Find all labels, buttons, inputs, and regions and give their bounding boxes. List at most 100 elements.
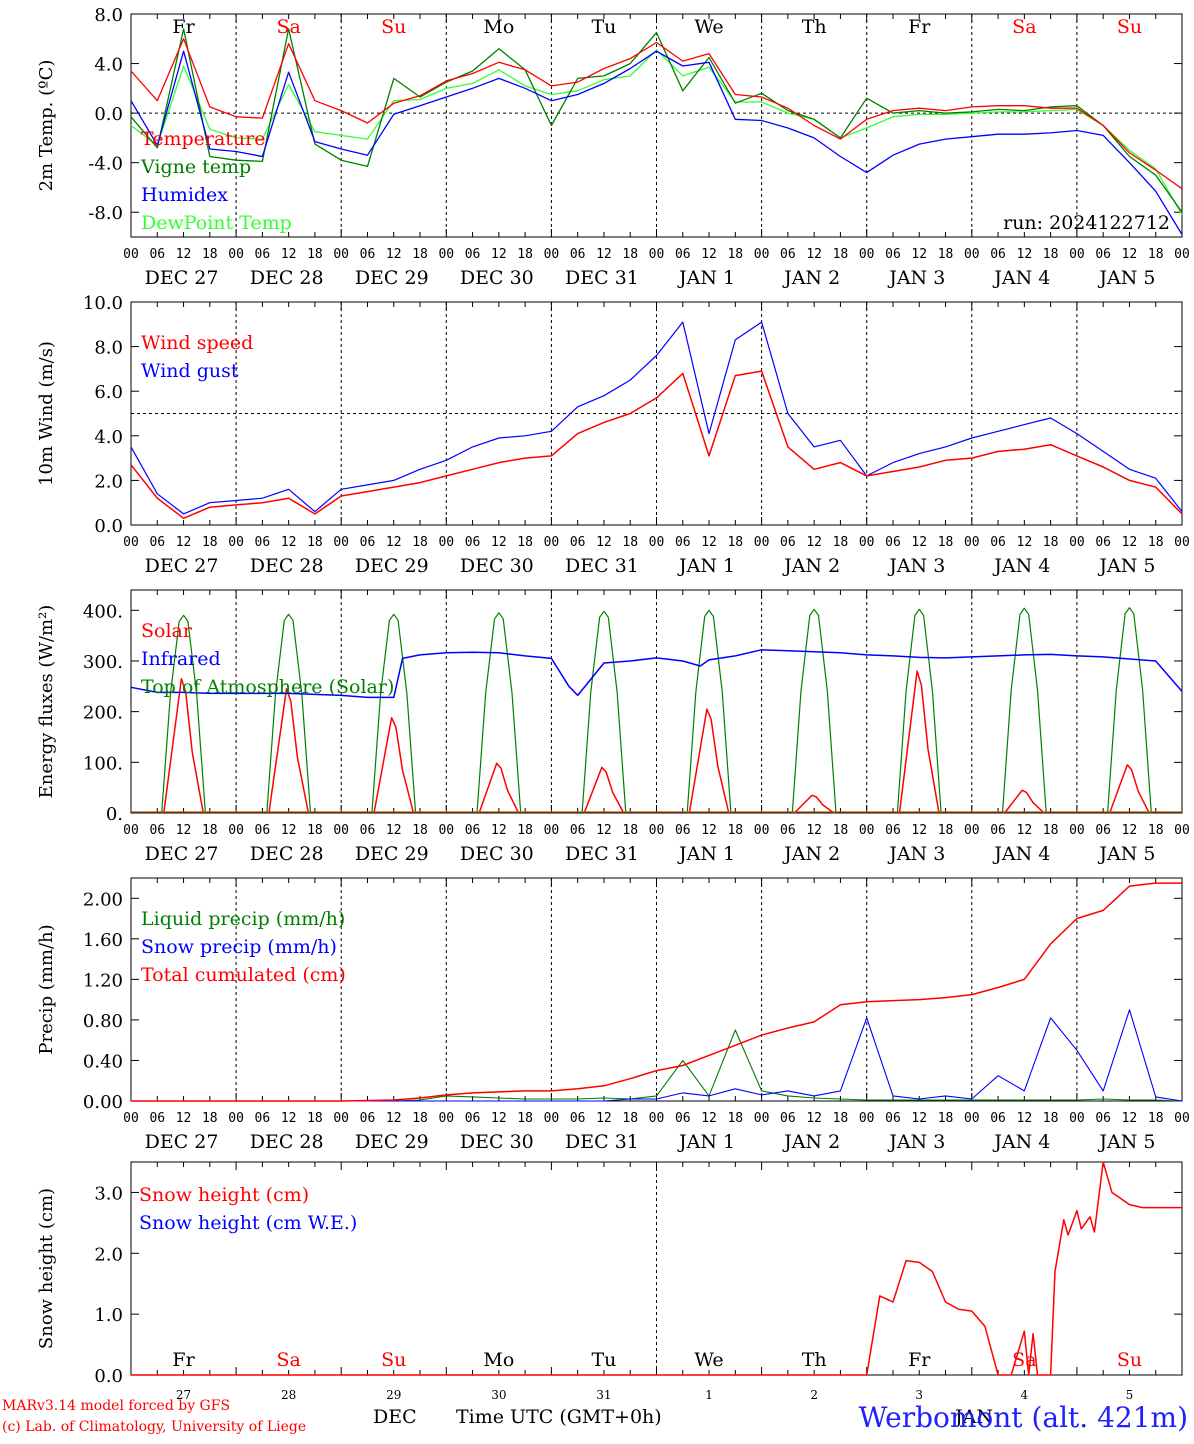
hour-tick-label: 06 bbox=[885, 823, 901, 838]
hour-tick-label: 12 bbox=[386, 247, 402, 262]
hour-tick-label: 06 bbox=[570, 823, 586, 838]
hour-tick-label: 00 bbox=[1174, 247, 1190, 262]
date-label: JAN 1 bbox=[677, 843, 735, 865]
y-tick-label: 2.0 bbox=[94, 471, 123, 492]
hour-tick-label: 12 bbox=[281, 535, 297, 550]
y-tick-label: 0.80 bbox=[83, 1011, 123, 1032]
hour-tick-label: 18 bbox=[622, 823, 638, 838]
hour-tick-label: 18 bbox=[1148, 247, 1164, 262]
hour-tick-label: 00 bbox=[964, 823, 980, 838]
date-label: DEC 31 bbox=[565, 1131, 639, 1153]
hour-tick-label: 18 bbox=[622, 535, 638, 550]
hour-tick-label: 00 bbox=[1069, 247, 1085, 262]
hour-tick-label: 12 bbox=[911, 247, 927, 262]
hour-tick-label: 00 bbox=[649, 823, 665, 838]
hour-tick-label: 18 bbox=[307, 1111, 323, 1126]
hour-tick-label: 00 bbox=[1174, 1111, 1190, 1126]
hour-tick-label: 06 bbox=[360, 535, 376, 550]
temp-series-line bbox=[130, 49, 1183, 216]
toa-solar-line bbox=[1001, 607, 1047, 814]
hour-tick-label: 06 bbox=[675, 247, 691, 262]
hour-tick-label: 06 bbox=[990, 823, 1006, 838]
hour-tick-label: 06 bbox=[675, 535, 691, 550]
legend-entry: Snow height (cm W.E.) bbox=[139, 1212, 357, 1234]
y-axis-label: Precip (mm/h) bbox=[36, 924, 57, 1054]
solar-line bbox=[268, 688, 310, 814]
date-label: JAN 4 bbox=[992, 555, 1050, 577]
hour-tick-label: 00 bbox=[228, 1111, 244, 1126]
liquid-precip-line bbox=[131, 1029, 1183, 1102]
hour-tick-label: 06 bbox=[780, 823, 796, 838]
wind-gust-line bbox=[130, 321, 1183, 515]
y-axis-label: Snow height (cm) bbox=[36, 1188, 57, 1349]
date-label: JAN 4 bbox=[992, 1131, 1050, 1153]
hour-tick-label: 12 bbox=[281, 1111, 297, 1126]
hour-tick-label: 12 bbox=[806, 1111, 822, 1126]
hour-tick-label: 18 bbox=[412, 535, 428, 550]
hour-tick-label: 18 bbox=[1043, 1111, 1059, 1126]
hour-tick-label: 12 bbox=[1122, 1111, 1138, 1126]
hour-tick-label: 12 bbox=[491, 1111, 507, 1126]
hour-tick-label: 12 bbox=[1017, 247, 1033, 262]
hour-tick-label: 00 bbox=[123, 823, 139, 838]
weekday-label: Fr bbox=[908, 16, 931, 38]
date-label: JAN 1 bbox=[677, 267, 735, 289]
hour-tick-label: 12 bbox=[386, 823, 402, 838]
y-tick-label: -8.0 bbox=[88, 203, 123, 224]
hour-tick-label: 18 bbox=[938, 247, 954, 262]
hour-tick-label: 00 bbox=[333, 1111, 349, 1126]
hour-tick-label: 12 bbox=[911, 823, 927, 838]
date-label: DEC 27 bbox=[145, 1131, 219, 1153]
hour-tick-label: 18 bbox=[517, 1111, 533, 1126]
date-label: JAN 3 bbox=[887, 267, 945, 289]
hour-tick-label: 18 bbox=[727, 1111, 743, 1126]
weekday-label: Fr bbox=[908, 1349, 931, 1371]
hour-tick-label: 18 bbox=[833, 247, 849, 262]
hour-tick-label: 12 bbox=[1017, 1111, 1033, 1126]
hour-tick-label: 06 bbox=[465, 535, 481, 550]
weekday-label: Th bbox=[802, 16, 827, 38]
hour-tick-label: 00 bbox=[438, 247, 454, 262]
date-label: JAN 1 bbox=[677, 555, 735, 577]
hour-tick-label: 00 bbox=[1069, 1111, 1085, 1126]
hour-tick-label: 00 bbox=[1069, 535, 1085, 550]
hour-tick-label: 06 bbox=[885, 247, 901, 262]
hour-tick-label: 00 bbox=[228, 247, 244, 262]
hour-tick-label: 00 bbox=[544, 823, 560, 838]
solar-line bbox=[583, 766, 625, 814]
solar-line bbox=[898, 670, 940, 814]
hour-tick-label: 06 bbox=[465, 1111, 481, 1126]
solar-line bbox=[793, 794, 835, 814]
hour-tick-label: 18 bbox=[1148, 535, 1164, 550]
hour-tick-label: 18 bbox=[517, 535, 533, 550]
hour-tick-label: 12 bbox=[806, 823, 822, 838]
legend-entry: Vigne temp bbox=[140, 156, 251, 178]
hour-tick-label: 12 bbox=[1017, 535, 1033, 550]
hour-tick-label: 06 bbox=[465, 823, 481, 838]
weekday-label: Su bbox=[1117, 16, 1142, 38]
y-axis-label: 2m Temp. (ºC) bbox=[36, 60, 57, 192]
hour-tick-label: 00 bbox=[859, 535, 875, 550]
hour-tick-label: 00 bbox=[964, 535, 980, 550]
legend-entry: Liquid precip (mm/h) bbox=[141, 908, 345, 930]
hour-tick-label: 06 bbox=[360, 247, 376, 262]
legend-entry: Wind speed bbox=[141, 332, 253, 354]
toa-solar-line bbox=[161, 614, 206, 814]
date-label: JAN 3 bbox=[887, 555, 945, 577]
day-number-label: 29 bbox=[386, 1388, 401, 1402]
date-label: JAN 5 bbox=[1097, 267, 1155, 289]
date-label: JAN 2 bbox=[782, 843, 840, 865]
hour-tick-label: 06 bbox=[780, 1111, 796, 1126]
date-label: DEC 31 bbox=[565, 555, 639, 577]
hour-tick-label: 18 bbox=[1043, 823, 1059, 838]
day-number-label: 31 bbox=[596, 1388, 611, 1402]
date-label: DEC 29 bbox=[355, 555, 429, 577]
weekday-label: Tu bbox=[591, 16, 616, 38]
weekday-label: Sa bbox=[1012, 1349, 1036, 1371]
date-label: JAN 5 bbox=[1097, 843, 1155, 865]
infrared-line bbox=[130, 649, 1183, 699]
day-number-label: 1 bbox=[705, 1388, 713, 1402]
toa-solar-line bbox=[581, 610, 627, 814]
date-label: JAN 3 bbox=[887, 1131, 945, 1153]
